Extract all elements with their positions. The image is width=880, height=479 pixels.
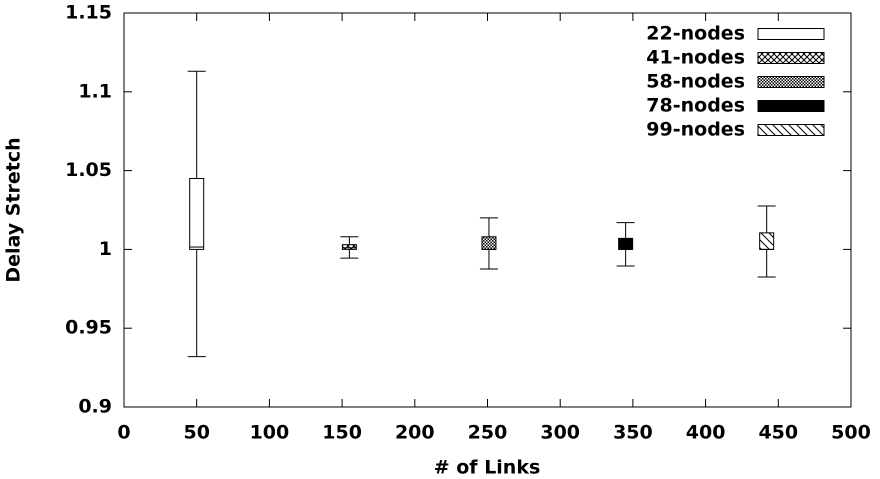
legend-swatch — [757, 76, 825, 88]
x-tick-label: 200 — [395, 422, 435, 444]
x-tick-label: 50 — [183, 422, 209, 444]
y-tick-label: 1.1 — [78, 80, 112, 102]
y-tick-label: 1.05 — [65, 159, 112, 181]
y-tick-label: 0.9 — [78, 396, 112, 418]
x-tick-label: 100 — [250, 422, 290, 444]
x-axis-label: # of Links — [434, 457, 541, 479]
x-tick-label: 400 — [686, 422, 726, 444]
legend-swatch — [757, 124, 825, 136]
x-tick-label: 300 — [540, 422, 580, 444]
y-tick-label: 1 — [99, 238, 112, 260]
x-tick-label: 450 — [758, 422, 798, 444]
box — [759, 232, 775, 250]
legend-label: 58-nodes — [646, 71, 745, 93]
x-tick-label: 150 — [322, 422, 362, 444]
legend-swatch — [757, 52, 825, 64]
y-axis-label: Delay Stretch — [3, 137, 25, 282]
y-tick-label: 0.95 — [65, 317, 112, 339]
x-tick-label: 350 — [613, 422, 653, 444]
box — [481, 236, 497, 250]
x-tick-label: 500 — [831, 422, 871, 444]
box — [618, 237, 634, 250]
x-tick-label: 0 — [117, 422, 130, 444]
legend-label: 41-nodes — [646, 47, 745, 69]
box — [341, 244, 357, 250]
legend-swatch — [757, 100, 825, 112]
legend-label: 78-nodes — [646, 95, 745, 117]
y-tick-label: 1.15 — [65, 2, 112, 24]
x-tick-label: 250 — [468, 422, 508, 444]
legend-swatch — [757, 28, 825, 40]
legend-label: 99-nodes — [646, 119, 745, 141]
box — [189, 177, 205, 250]
legend-label: 22-nodes — [646, 23, 745, 45]
